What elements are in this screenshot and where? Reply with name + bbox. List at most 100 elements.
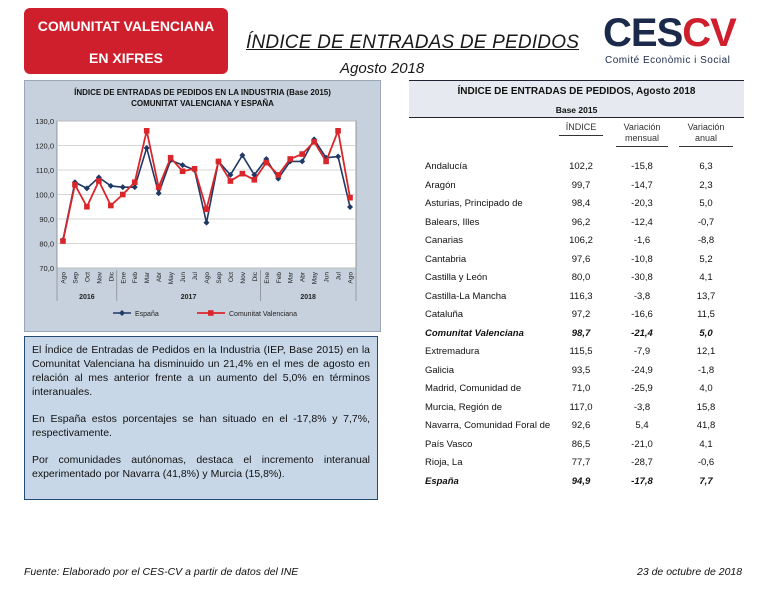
x-tick-label: Nov <box>96 271 103 283</box>
monthly-change: 5,4 <box>635 420 649 431</box>
monthly-change: -21,0 <box>631 438 653 450</box>
annual-change: 4,1 <box>699 272 713 283</box>
index-value: 102,2 <box>569 161 593 172</box>
y-tick-label: 100,0 <box>35 191 54 200</box>
year-label: 2016 <box>79 294 95 301</box>
cescv-logo: CESCV Comité Econòmic i Social <box>603 12 761 68</box>
y-tick-label: 120,0 <box>35 142 54 151</box>
annual-change: 15,8 <box>696 401 716 413</box>
table-row: Canarias 106,2 -1,6 -8,8 <box>409 232 744 251</box>
table-row: Madrid, Comunidad de 71,0 -25,9 4,0 <box>409 380 744 399</box>
x-tick-label: Ago <box>348 272 355 284</box>
logo-subtitle: Comité Econòmic i Social <box>605 55 731 66</box>
x-tick-label: Feb <box>276 272 283 284</box>
table-row: Castilla-La Mancha 116,3 -3,8 13,7 <box>409 288 744 307</box>
table-row: Andalucía 102,2 -15,8 6,3 <box>409 158 744 177</box>
data-point-espana <box>203 219 210 226</box>
index-value: 92,6 <box>571 420 591 431</box>
table-row: Castilla y León 80,0 -30,8 4,1 <box>409 269 744 288</box>
index-value: 98,7 <box>571 327 591 339</box>
annual-change: 11,5 <box>697 309 715 320</box>
index-value: 115,5 <box>569 346 593 357</box>
page-subtitle: Agosto 2018 <box>340 60 425 77</box>
data-point-comunitat-valenciana <box>143 128 150 134</box>
data-point-comunitat-valenciana <box>191 165 198 172</box>
data-point-espana <box>155 190 162 197</box>
region-name: España <box>425 475 459 487</box>
annual-change: 2,3 <box>699 179 713 191</box>
table-row: Navarra, Comunidad Foral de 92,6 5,4 41,8 <box>409 417 744 436</box>
annual-change: 4,0 <box>699 383 713 394</box>
x-tick-label: Feb <box>132 272 139 284</box>
region-name: Asturias, Principado de <box>425 198 523 209</box>
logo-ces: CES <box>603 11 683 55</box>
monthly-change: -20,3 <box>631 198 653 209</box>
region-name: Rioja, La <box>425 457 463 468</box>
y-tick-label: 80,0 <box>39 240 54 249</box>
monthly-change: -16,6 <box>631 309 653 320</box>
table-header: ÍNDICE DE ENTRADAS DE PEDIDOS, Agosto 20… <box>409 80 744 118</box>
monthly-change: -21,4 <box>631 327 653 339</box>
table-row: Extremadura 115,5 -7,9 12,1 <box>409 343 744 362</box>
annual-change: 41,8 <box>696 420 716 431</box>
table-row: Cataluña 97,2 -16,6 11,5 <box>409 306 744 325</box>
year-label: 2017 <box>181 294 197 301</box>
legend-label-espana: España <box>135 311 159 318</box>
index-value: 97,2 <box>571 309 591 320</box>
index-value: 98,4 <box>571 198 591 209</box>
annual-change: 4,1 <box>699 438 713 450</box>
data-point-comunitat-valenciana <box>72 181 78 188</box>
monthly-change: -24,9 <box>631 364 653 376</box>
data-point-espana <box>299 158 306 165</box>
monthly-change: -17,8 <box>631 475 653 487</box>
monthly-change: -7,9 <box>633 346 651 357</box>
index-value: 71,0 <box>571 383 591 394</box>
data-point-comunitat-valenciana <box>239 170 246 177</box>
publication-date: 23 de octubre de 2018 <box>637 566 743 578</box>
data-point-espana <box>95 174 102 181</box>
chart-panel: ÍNDICE DE ENTRADAS DE PEDIDOS EN LA INDU… <box>24 80 381 332</box>
summary-paragraph-1: El Índice de Entradas de Pedidos en la I… <box>32 344 370 398</box>
annual-change: 5,0 <box>699 198 713 209</box>
data-point-comunitat-valenciana <box>60 238 66 244</box>
region-name: Canarias <box>425 235 464 246</box>
annual-change: -0,7 <box>697 216 715 228</box>
data-point-espana <box>143 144 150 151</box>
region-name: Balears, Illes <box>425 216 480 228</box>
x-tick-label: Ago <box>204 272 211 284</box>
region-name: Murcia, Región de <box>425 401 503 413</box>
annual-change: -8,8 <box>697 235 715 246</box>
annual-change: 7,7 <box>699 475 713 487</box>
legend-label-comunitat-valenciana: Comunitat Valenciana <box>229 311 297 318</box>
x-tick-label: Oct <box>84 272 91 282</box>
legend-marker-espana <box>119 310 125 316</box>
chart-title: ÍNDICE DE ENTRADAS DE PEDIDOS EN LA INDU… <box>74 88 331 97</box>
regional-table: ÍNDICE DE ENTRADAS DE PEDIDOS, Agosto 20… <box>409 80 744 487</box>
region-name: Galicia <box>425 364 455 376</box>
x-tick-label: Jul <box>192 271 199 280</box>
table-row: Galicia 93,5 -24,9 -1,8 <box>409 362 744 381</box>
index-value: 93,5 <box>571 364 591 376</box>
data-point-comunitat-valenciana <box>287 156 294 162</box>
summary-paragraph-3: Por comunidades autónomas, destaca el in… <box>32 454 370 480</box>
badge-line-2: EN XIFRES <box>89 50 163 66</box>
data-point-comunitat-valenciana <box>347 194 353 201</box>
y-tick-label: 110,0 <box>36 166 54 175</box>
table-row: Asturias, Principado de 98,4 -20,3 5,0 <box>409 195 744 214</box>
data-point-comunitat-valenciana <box>155 184 162 190</box>
table-row: Rioja, La 77,7 -28,7 -0,6 <box>409 454 744 473</box>
index-value: 94,9 <box>571 475 591 487</box>
x-tick-label: Jun <box>324 272 331 283</box>
index-value: 77,7 <box>571 457 591 468</box>
monthly-change: -15,8 <box>631 161 653 172</box>
region-name: Andalucía <box>425 161 468 172</box>
x-tick-label: Oct <box>228 272 235 282</box>
region-name: Castilla-La Mancha <box>425 290 507 302</box>
table-base: Base 2015 <box>555 105 598 115</box>
monthly-change: -12,4 <box>631 216 653 228</box>
data-point-espana <box>179 162 186 169</box>
table-row: Aragón 99,7 -14,7 2,3 <box>409 177 744 196</box>
index-value: 86,5 <box>571 438 591 450</box>
monthly-change: -3,8 <box>633 290 651 302</box>
index-value: 80,0 <box>571 272 591 283</box>
